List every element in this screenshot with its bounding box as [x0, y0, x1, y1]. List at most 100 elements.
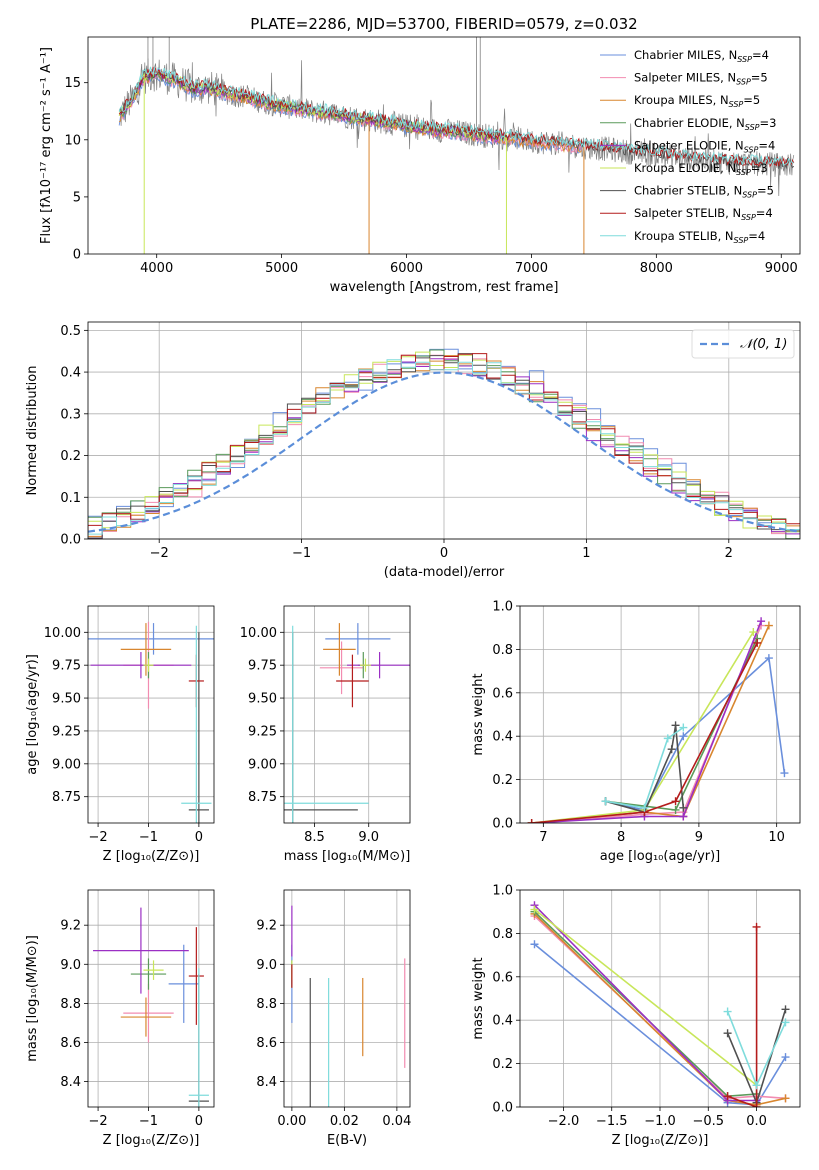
- massweight-marker-kroupa_miles: [781, 1094, 790, 1103]
- massweight-marker-salpeter_stelib: [671, 797, 680, 806]
- age_vs_Z-ytick-label: 8.75: [52, 790, 81, 805]
- residuals-plot-area: [88, 348, 800, 539]
- legend-label-normal: 𝒩(0, 1): [740, 337, 787, 352]
- massweight-line-kroupa_miles: [533, 913, 786, 1106]
- age_vs_mass-xtick-label: 9.0: [358, 830, 379, 845]
- spectrum-ticks: 4000 5000 6000 7000 8000 9000 0 5 10 15: [64, 76, 797, 276]
- massweight-line-kroupa_stelib: [605, 726, 684, 809]
- residuals-ytick-label: 0.1: [60, 491, 81, 506]
- spectrum-ylabel: Flux [fλ10⁻¹⁷ erg cm⁻² s⁻¹ A⁻¹]: [39, 47, 54, 244]
- massweight-marker-chabrier_miles: [780, 769, 789, 778]
- massweight-marker-salpeter_stelib: [723, 1092, 732, 1101]
- massweight-line-kroupa_elodie: [534, 908, 758, 1086]
- mass_vs_Z-xtick-label: 0: [195, 1114, 203, 1129]
- massweight-marker-chabrier_miles: [679, 732, 688, 741]
- legend-label-kroupa_stelib: Kroupa STELIB, NSSP=4: [634, 229, 765, 245]
- spectrum-title: PLATE=2286, MJD=53700, FIBERID=0579, z=0…: [250, 15, 637, 33]
- massweight_vs_Z-xtick-label: 0.0: [746, 1114, 767, 1129]
- spectrum-ytick-label: 15: [64, 76, 81, 91]
- spectrum-ytick-label: 10: [64, 133, 81, 148]
- massweight_vs_Z-grid: [520, 889, 800, 1108]
- residuals-panel: −2 −1 0 1 2 0.0 0.1 0.2 0.3 0.4 0.5 (data-model)/er…: [25, 321, 801, 580]
- massweight_vs_age-plot-area: [527, 617, 789, 823]
- age_vs_Z-panel: −2 −1 0 8.75 9.00 9.25 9.50 9.75 10.00 Z [log₁₀(Z…: [25, 605, 215, 864]
- massweight-marker-kroupa_stelib: [640, 803, 649, 812]
- mass_vs_ebv-ytick-label: 8.8: [256, 997, 277, 1012]
- spectrum-legend: Chabrier MILES, NSSP=4 Salpeter MILES, NS…: [600, 48, 776, 245]
- age_vs_Z-ytick-label: 9.25: [52, 724, 81, 739]
- mass_vs_ebv-frame: [283, 889, 411, 1108]
- mass_vs_Z-ticks: −2 −1 0 8.4 8.6 8.8 9.0 9.2: [60, 919, 203, 1129]
- normal-curve: [88, 371, 800, 533]
- massweight-marker-chabrier_elodie: [671, 805, 680, 814]
- massweight-marker-kroupa_elodie: [749, 628, 758, 637]
- spectrum-ytick-label: 0: [73, 248, 81, 263]
- massweight-line-salpeter_stelib: [727, 926, 758, 1107]
- age_vs_Z-xlabel: Z [log₁₀(Z/Z⊙)]: [103, 849, 200, 864]
- massweight_vs_Z-ytick-label: 0.4: [492, 1014, 513, 1029]
- residuals-frame: [87, 321, 801, 540]
- legend-label-salpeter_miles: Salpeter MILES, NSSP=5: [634, 71, 768, 87]
- massweight-line-chabrier_miles: [533, 943, 787, 1106]
- residuals-xlabel: (data-model)/error: [384, 565, 505, 580]
- mass_vs_Z-xtick-label: −2: [88, 1114, 107, 1129]
- spectrum-xtick-label: 9000: [765, 261, 798, 276]
- massweight-marker-kroupa_stelib: [781, 1018, 790, 1027]
- residuals-xtick-label: −1: [292, 546, 311, 561]
- age_vs_Z-ytick-label: 10.00: [44, 626, 81, 641]
- massweight_vs_age-xtick-label: 8: [617, 830, 625, 845]
- massweight-marker-salpeter_elodie: [679, 812, 688, 821]
- legend-label-salpeter_stelib: Salpeter STELIB, NSSP=4: [634, 206, 773, 222]
- spectrum-model-chabrier_elodie: [118, 70, 507, 143]
- mass_vs_Z-ylabel: mass [log₁₀(M/M⊙)]: [25, 935, 40, 1062]
- massweight-marker-salpeter_stelib: [752, 1103, 761, 1107]
- mass_vs_Z-ytick-label: 8.6: [60, 1036, 81, 1051]
- massweight-marker-chabrier_miles: [764, 654, 773, 663]
- massweight_vs_age-xtick-label: 10: [768, 830, 785, 845]
- massweight-marker-salpeter_stelib: [752, 922, 761, 931]
- age_vs_mass-panel: 8.5 9.0 8.75 9.00 9.25 9.50 9.75 10.00 mass [log…: [240, 605, 411, 864]
- spectrum-frame: [87, 36, 801, 255]
- massweight_vs_age-xtick-label: 9: [695, 830, 703, 845]
- residuals-ytick-label: 0.5: [60, 324, 81, 339]
- mass_vs_Z-ytick-label: 9.2: [60, 919, 81, 934]
- legend-label-chabrier_miles: Chabrier MILES, NSSP=4: [634, 48, 769, 64]
- massweight_vs_age-ytick-label: 0.4: [492, 730, 513, 745]
- residuals-xtick-label: 0: [440, 546, 448, 561]
- residuals-ylabel: Normed distribution: [25, 366, 40, 496]
- massweight_vs_Z-ticks: −2.0 −1.5 −1.0 −0.5 0.0 0.0 0.2 0.4 0.6 0.8 1.0: [492, 884, 767, 1130]
- mass_vs_ebv-xtick-label: 0.02: [330, 1114, 359, 1129]
- spectrum-model-kroupa_stelib: [118, 66, 794, 167]
- age_vs_mass-ytick-label: 9.25: [248, 724, 277, 739]
- spectrum-xtick-label: 7000: [515, 261, 548, 276]
- residuals-xtick-label: −2: [150, 546, 169, 561]
- massweight-marker-chabrier_stelib: [723, 1029, 732, 1038]
- residual-histogram-kroupa_stelib: [88, 359, 800, 539]
- massweight_vs_age-ylabel: mass weight: [471, 673, 486, 755]
- massweight_vs_Z-ytick-label: 0.0: [492, 1101, 513, 1116]
- massweight_vs_age-ytick-label: 0.0: [492, 817, 513, 832]
- age_vs_Z-ytick-label: 9.75: [52, 659, 81, 674]
- age_vs_mass-xlabel: mass [log₁₀(M/M⊙)]: [284, 849, 411, 864]
- massweight-marker-chabrier_stelib: [671, 721, 680, 730]
- massweight-marker-kroupa_stelib: [601, 797, 610, 806]
- spectrum-xtick-label: 5000: [265, 261, 298, 276]
- massweight-marker-salpeter_stelib: [753, 638, 762, 647]
- age_vs_Z-xtick-label: 0: [195, 830, 203, 845]
- mass_vs_ebv-ytick-label: 8.6: [256, 1036, 277, 1051]
- massweight_vs_Z-xtick-label: −1.5: [596, 1114, 628, 1129]
- massweight_vs_age-ticks: 7 8 9 10 0.0 0.2 0.4 0.6 0.8 1.0: [492, 600, 785, 846]
- massweight_vs_age-ytick-label: 0.2: [492, 773, 513, 788]
- massweight_vs_Z-ytick-label: 0.6: [492, 970, 513, 985]
- massweight_vs_Z-frame: [519, 889, 801, 1108]
- massweight_vs_Z-ytick-label: 0.2: [492, 1057, 513, 1072]
- legend-label-chabrier_elodie: Chabrier ELODIE, NSSP=3: [634, 116, 776, 132]
- mass_vs_ebv-panel: 0.00 0.02 0.04 8.4 8.6 8.8 9.0 9.2 E(B-V): [256, 889, 411, 1148]
- mass_vs_Z-xtick-label: −1: [139, 1114, 158, 1129]
- age_vs_mass-xtick-label: 8.5: [304, 830, 325, 845]
- mass_vs_ebv-xtick-label: 0.00: [277, 1114, 306, 1129]
- massweight-marker-salpeter_stelib: [527, 819, 536, 823]
- massweight-marker-chabrier_stelib: [667, 745, 676, 754]
- spectrum-ytick-label: 5: [73, 190, 81, 205]
